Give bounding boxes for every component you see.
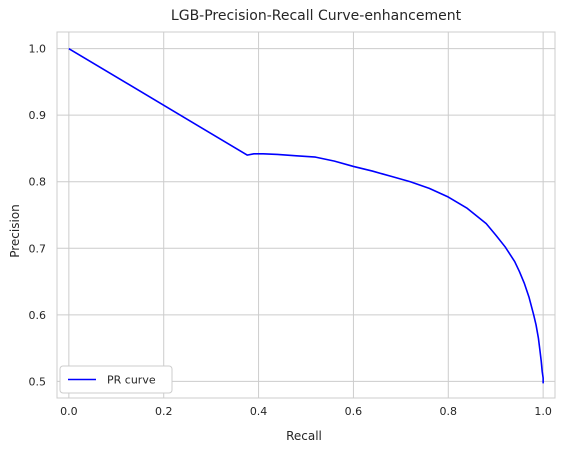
plot-border [56, 31, 556, 399]
y-tick-label: 0.5 [29, 375, 47, 388]
y-tick-label: 0.7 [29, 242, 47, 255]
x-tick-label: 0.4 [250, 405, 268, 418]
legend: PR curve [59, 365, 173, 394]
tick-labels: 0.0 0.2 0.4 0.6 0.8 1.0 0.5 0.6 0.7 0.8 0.9 1.0 [29, 43, 552, 418]
x-tick-label: 1.0 [534, 405, 552, 418]
legend-box [59, 365, 173, 394]
chart-title: LGB-Precision-Recall Curve-enhancement [171, 8, 462, 24]
y-axis-label: Precision [8, 204, 22, 258]
y-tick-label: 1.0 [29, 43, 47, 56]
legend-label: PR curve [107, 374, 156, 387]
x-tick-label: 0.6 [345, 405, 363, 418]
series-layer [68, 47, 544, 384]
y-tick-label: 0.6 [29, 309, 47, 322]
x-tick-label: 0.2 [155, 405, 173, 418]
x-tick-label: 0.8 [440, 405, 458, 418]
series-line-pr-curve [68, 47, 544, 384]
axes-frame [56, 31, 556, 399]
x-tick-label: 0.0 [60, 405, 78, 418]
y-tick-label: 0.9 [29, 109, 47, 122]
x-axis-label: Recall [286, 429, 322, 443]
y-tick-label: 0.8 [29, 176, 47, 189]
